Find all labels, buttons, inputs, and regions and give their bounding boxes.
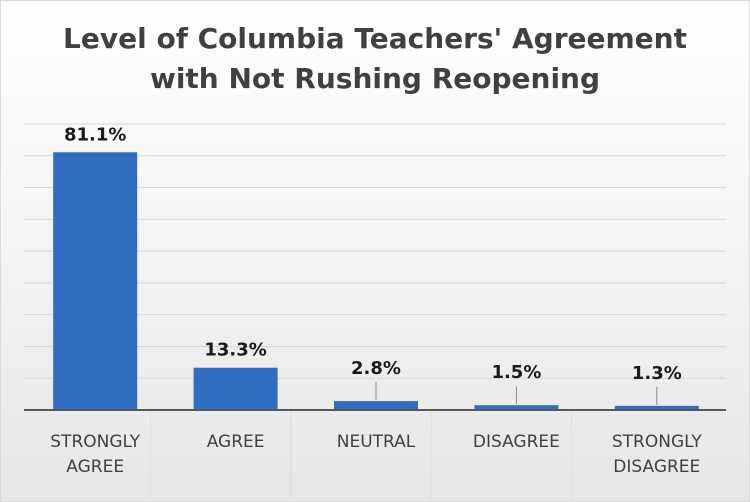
bar — [53, 152, 138, 410]
data-labels: 81.1% 13.3% 2.8% 1.5% 1.3% — [64, 124, 682, 405]
chart-title-line-2: with Not Rushing Reopening — [149, 62, 601, 95]
category-separators — [149, 410, 573, 500]
category-label: AGREE — [207, 432, 265, 452]
category-label: STRONGLY — [612, 432, 702, 452]
data-label: 1.3% — [632, 363, 682, 384]
category-label: STRONGLY — [50, 432, 140, 452]
category-label: DISAGREE — [473, 432, 560, 452]
chart-title: Level of Columbia Teachers' Agreement wi… — [1, 19, 749, 99]
bar — [334, 401, 418, 410]
category-label: NEUTRAL — [337, 432, 416, 452]
bars — [53, 152, 699, 410]
data-label: 2.8% — [351, 358, 401, 379]
data-label: 81.1% — [64, 124, 126, 145]
bar — [614, 405, 699, 410]
category-labels: STRONGLY AGREE AGREE NEUTRAL DISAGREE STRONGL… — [50, 432, 702, 477]
gridlines — [24, 123, 726, 379]
bar — [193, 367, 278, 410]
category-label: DISAGREE — [613, 457, 700, 477]
category-label: AGREE — [66, 457, 124, 477]
chart-title-line-1: Level of Columbia Teachers' Agreement — [63, 22, 687, 55]
data-label: 13.3% — [204, 340, 266, 361]
bar — [474, 405, 559, 410]
data-label: 1.5% — [491, 362, 541, 383]
